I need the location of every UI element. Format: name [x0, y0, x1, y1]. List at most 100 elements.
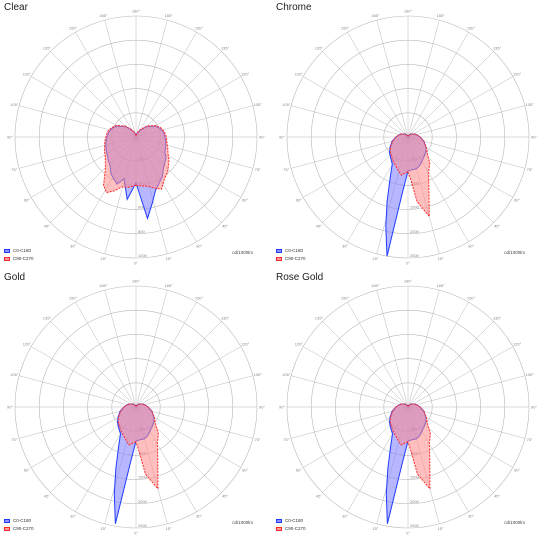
chart-panel-chrome: 180° 165° 150° 135° 120° 105° 90° 75° 60° 45° 30° 1… — [272, 0, 543, 269]
grid-spoke — [104, 290, 137, 408]
grid-spoke — [291, 136, 409, 169]
grid-spoke — [135, 406, 253, 439]
angle-tick-label: 165° — [371, 283, 380, 288]
angle-tick-label: 90° — [279, 135, 285, 140]
angle-tick-label: 60° — [242, 468, 248, 473]
series-C90-C270 — [389, 133, 431, 218]
angle-tick-label: 60° — [514, 468, 520, 473]
polar-chart-chrome: 180° 165° 150° 135° 120° 105° 90° 75° 60° 45° 30° 1… — [279, 9, 537, 266]
grid-spoke — [135, 302, 197, 408]
legend-swatch-blue — [276, 519, 282, 523]
unit-label: cd/1000lm — [504, 520, 525, 525]
angle-tick-label: 45° — [316, 224, 322, 229]
angle-tick-label: 105° — [10, 372, 19, 377]
grid-spoke — [407, 406, 525, 439]
angle-tick-label: 90° — [279, 405, 285, 410]
angle-tick-label: 135° — [221, 315, 230, 320]
unit-label: cd/1000lm — [232, 250, 253, 255]
angle-tick-label: 90° — [531, 405, 537, 410]
angle-tick-label: 105° — [526, 102, 535, 107]
angle-tick-label: 120° — [513, 72, 522, 77]
angle-tick-label: 135° — [493, 315, 502, 320]
angle-tick-label: 60° — [24, 468, 30, 473]
angle-tick-label: 45° — [316, 494, 322, 499]
legend-swatch-red — [4, 257, 10, 261]
angle-tick-label: 15° — [372, 256, 378, 261]
angle-tick-label: 150° — [195, 295, 204, 300]
radial-tick-label: 1500 — [410, 205, 420, 210]
angle-tick-label: 75° — [527, 437, 533, 442]
legend-entry-c0: C0-C180 — [276, 517, 306, 525]
grid-spoke — [347, 302, 409, 408]
legend-swatch-blue — [4, 519, 10, 523]
grid-spoke — [104, 20, 137, 138]
angle-tick-label: 75° — [255, 167, 261, 172]
angle-tick-label: 60° — [296, 468, 302, 473]
grid-spoke — [135, 346, 241, 408]
legend-entry-c90: C90-C270 — [276, 255, 306, 263]
chart-panel-rose-gold: 180° 165° 150° 135° 120° 105° 90° 75° 60° 45° 30° 1… — [272, 270, 543, 539]
angle-tick-label: 165° — [371, 13, 380, 18]
legend-label: C90-C270 — [285, 256, 306, 261]
legend-entry-c0: C0-C180 — [276, 247, 306, 255]
legend-swatch-red — [276, 257, 282, 261]
legend: C0-C180 C90-C270 — [4, 517, 34, 533]
angle-tick-label: 105° — [254, 102, 263, 107]
legend-swatch-blue — [4, 249, 10, 253]
angle-tick-label: 120° — [295, 342, 304, 347]
grid-spoke — [407, 375, 525, 408]
legend-entry-c0: C0-C180 — [4, 247, 34, 255]
angle-tick-label: 135° — [221, 45, 230, 50]
polar-chart-rose-gold: 180° 165° 150° 135° 120° 105° 90° 75° 60° 45° 30° 1… — [279, 279, 537, 536]
angle-tick-label: 135° — [43, 45, 52, 50]
angle-tick-label: 30° — [196, 244, 202, 249]
angle-tick-label: 150° — [467, 295, 476, 300]
radial-tick-label: 1500 — [410, 475, 420, 480]
angle-tick-label: 60° — [24, 198, 30, 203]
angle-tick-label: 75° — [11, 167, 17, 172]
chart-panel-gold: 180° 165° 150° 135° 120° 105° 90° 75° 60° 45° 30° 1… — [0, 270, 271, 539]
angle-tick-label: 120° — [241, 342, 250, 347]
angle-tick-label: 90° — [259, 405, 265, 410]
angle-tick-label: 120° — [23, 72, 32, 77]
angle-tick-label: 60° — [296, 198, 302, 203]
legend-label: C0-C180 — [13, 518, 32, 523]
angle-tick-label: 45° — [222, 494, 228, 499]
angle-tick-label: 180° — [404, 9, 413, 14]
grid-spoke — [135, 32, 197, 138]
angle-tick-label: 75° — [283, 437, 289, 442]
radial-tick-label: 2000 — [410, 499, 420, 504]
chart-title: Clear — [4, 2, 28, 13]
angle-tick-label: 30° — [468, 514, 474, 519]
angle-tick-label: 180° — [404, 279, 413, 284]
angle-tick-label: 135° — [315, 45, 324, 50]
unit-label: cd/1000lm — [504, 250, 525, 255]
chart-title: Gold — [4, 272, 26, 283]
polar-grid: 180° 165° 150° 135° 120° 105° 90° 75° 60° 45° 30° 1… — [279, 9, 537, 266]
grid-spoke — [19, 406, 137, 439]
polar-chart-gold: 180° 165° 150° 135° 120° 105° 90° 75° 60° 45° 30° 1… — [7, 279, 265, 536]
legend-swatch-red — [276, 527, 282, 531]
legend-entry-c90: C90-C270 — [4, 525, 34, 533]
grid-spoke — [135, 20, 168, 138]
angle-tick-label: 75° — [11, 437, 17, 442]
angle-tick-label: 120° — [295, 72, 304, 77]
angle-tick-label: 105° — [10, 102, 19, 107]
grid-spoke — [135, 321, 222, 408]
legend-label: C90-C270 — [285, 526, 306, 531]
grid-spoke — [407, 20, 440, 138]
angle-tick-label: 165° — [164, 13, 173, 18]
grid-spoke — [376, 20, 409, 138]
grid-spoke — [31, 346, 137, 408]
grid-spoke — [407, 51, 494, 138]
angle-tick-label: 90° — [259, 135, 265, 140]
angle-tick-label: 150° — [341, 295, 350, 300]
grid-spoke — [322, 51, 409, 138]
radial-tick-label: 2500 — [138, 523, 148, 528]
angle-tick-label: 30° — [342, 244, 348, 249]
angle-tick-label: 0° — [134, 261, 138, 266]
angle-tick-label: 15° — [438, 526, 444, 531]
angle-tick-label: 30° — [70, 244, 76, 249]
angle-tick-label: 180° — [132, 279, 141, 284]
radial-tick-label: 1500 — [138, 475, 148, 480]
